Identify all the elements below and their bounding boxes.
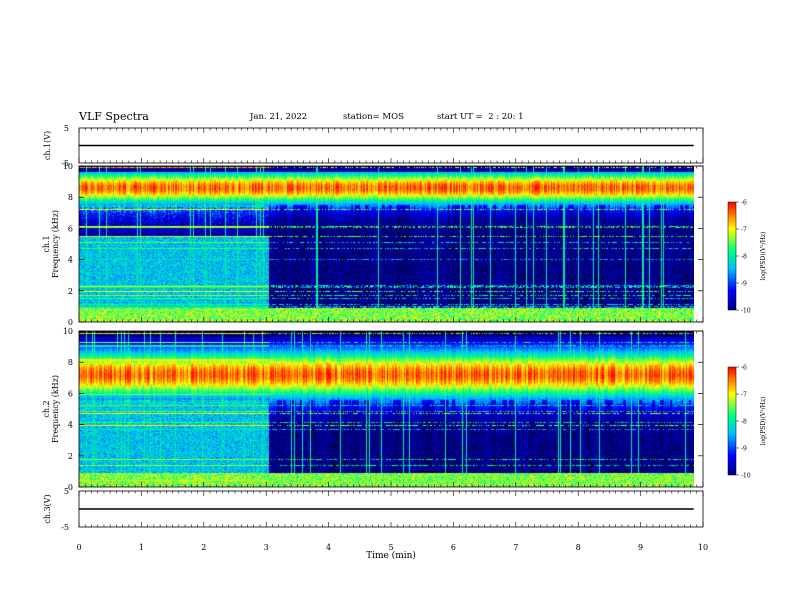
x-tick-label: 1 — [139, 543, 144, 552]
y-tick-label: 4 — [68, 256, 73, 265]
y-tick-label: 10 — [63, 327, 73, 336]
y-tick-label: -5 — [61, 159, 69, 168]
x-axis-label: Time (min) — [366, 550, 416, 561]
y-axis-label: Frequency (kHz) — [51, 375, 60, 443]
x-tick-label: 9 — [638, 543, 643, 552]
x-tick-label: 8 — [576, 543, 581, 552]
y-tick-label: 0 — [68, 483, 73, 492]
y-tick-label: 8 — [68, 358, 73, 367]
y-tick-label: 0 — [68, 318, 73, 327]
spectrogram-image — [79, 166, 694, 322]
y-tick-label: 2 — [68, 287, 73, 296]
x-tick-label: 10 — [698, 543, 708, 552]
figure-date: Jan. 21, 2022 — [250, 112, 308, 122]
x-tick-label: 6 — [451, 543, 456, 552]
y-axis-label: Frequency (kHz) — [51, 210, 60, 278]
y-axis-label: ch.1 — [42, 235, 51, 252]
colorbar-tick-label: -7 — [741, 227, 747, 234]
figure-station: station= MOS — [343, 112, 404, 122]
colorbar — [727, 366, 737, 476]
x-tick-label: 7 — [513, 543, 518, 552]
colorbar-tick-label: -10 — [741, 473, 751, 480]
y-tick-label: 4 — [68, 421, 73, 430]
y-axis-label: ch.2 — [42, 400, 51, 417]
y-tick-label: 6 — [68, 224, 73, 233]
colorbar-tick-label: -9 — [741, 281, 747, 288]
x-tick-label: 2 — [201, 543, 206, 552]
y-axis-label: ch.1(V) — [43, 131, 52, 160]
colorbar-tick-label: -6 — [741, 365, 747, 372]
y-tick-label: 5 — [64, 487, 69, 496]
colorbar-tick-label: -6 — [741, 200, 747, 207]
figure-start-ut: start UT = 2 : 20: 1 — [437, 112, 524, 122]
y-axis-label: ch.3(V) — [43, 494, 52, 523]
colorbar-label: log(PSD)(V²/Hz) — [760, 232, 767, 281]
spectrogram-image — [79, 331, 694, 487]
y-tick-label: 10 — [63, 162, 73, 171]
y-tick-label: 2 — [68, 452, 73, 461]
y-tick-label: 8 — [68, 193, 73, 202]
x-tick-label: 3 — [264, 543, 269, 552]
x-tick-label: 4 — [326, 543, 331, 552]
colorbar-tick-label: -10 — [741, 308, 751, 315]
colorbar-tick-label: -8 — [741, 254, 747, 261]
x-tick-label: 0 — [76, 543, 81, 552]
y-tick-label: -5 — [61, 523, 69, 532]
colorbar-tick-label: -7 — [741, 392, 747, 399]
colorbar-tick-label: -9 — [741, 446, 747, 453]
colorbar — [727, 201, 737, 311]
colorbar-label: log(PSD)(V²/Hz) — [760, 397, 767, 446]
colorbar-tick-label: -8 — [741, 419, 747, 426]
figure-title: VLF Spectra — [79, 110, 149, 123]
y-tick-label: 6 — [68, 389, 73, 398]
x-tick-label: 5 — [388, 543, 393, 552]
y-tick-label: 5 — [64, 124, 69, 133]
